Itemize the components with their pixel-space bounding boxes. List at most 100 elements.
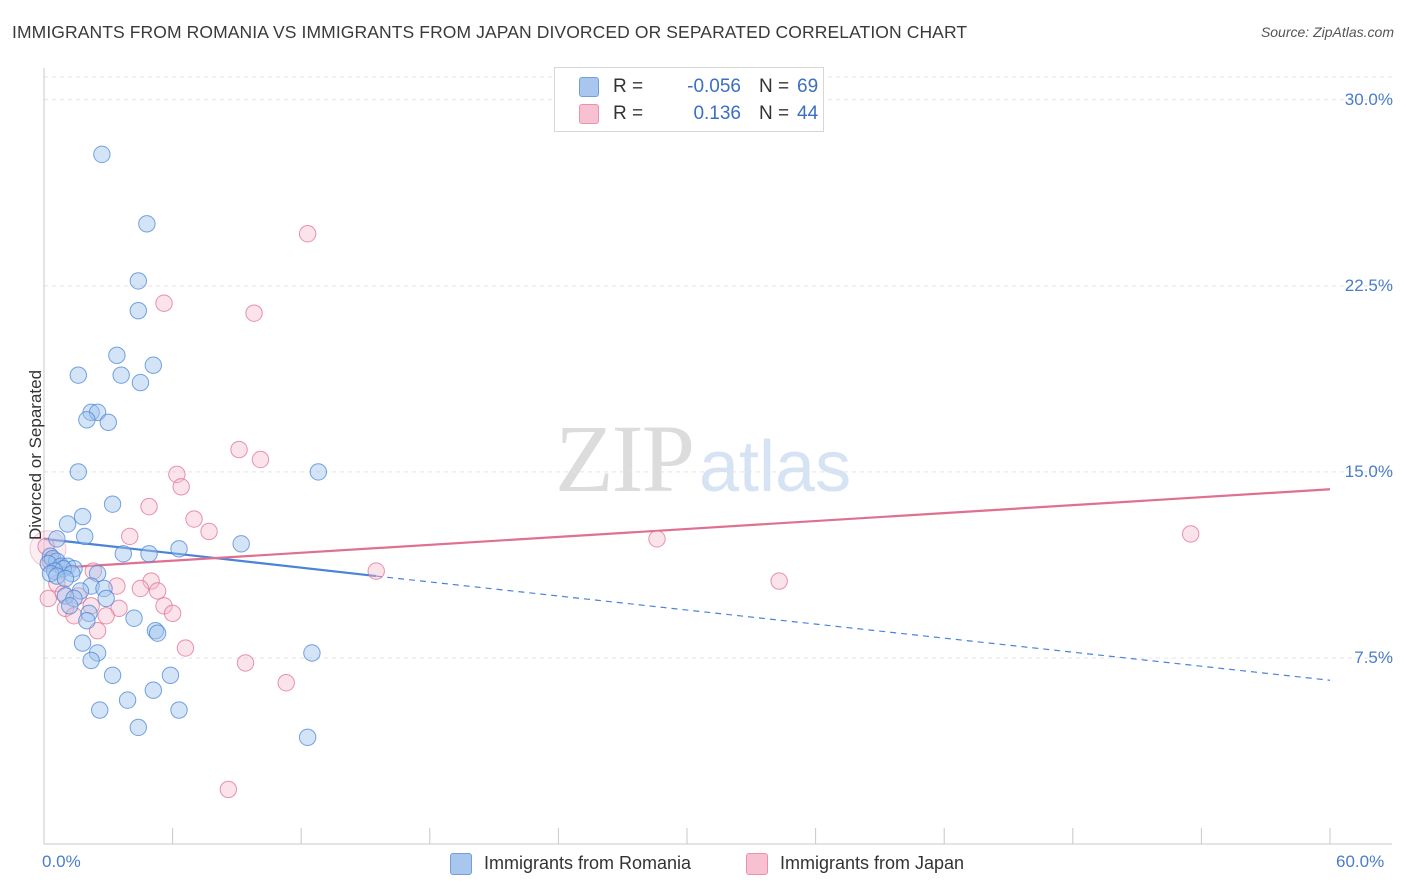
romania-point	[140, 545, 158, 563]
japan-point	[97, 607, 115, 625]
romania-point	[61, 597, 79, 615]
japan-point	[648, 530, 666, 548]
japan-trend-line	[43, 488, 1331, 570]
r-value: -0.056	[687, 76, 741, 97]
romania-point	[125, 609, 143, 627]
japan-point	[121, 527, 139, 546]
romania-point	[144, 356, 163, 374]
r-value: 0.136	[693, 103, 741, 124]
romania-point	[73, 507, 92, 526]
legend-label: Immigrants from Japan	[780, 853, 965, 873]
r-label: R =	[613, 76, 644, 97]
axis-layer	[43, 68, 1392, 845]
romania-point	[170, 540, 188, 558]
romania-point	[144, 681, 163, 699]
japan-point	[219, 780, 238, 799]
n-label: N =	[759, 103, 790, 124]
japan-point	[245, 304, 263, 322]
romania-point	[78, 411, 96, 429]
japan-point	[236, 654, 255, 672]
romania-point	[129, 718, 148, 737]
japan-swatch-icon	[579, 104, 599, 124]
japan-point	[185, 510, 203, 528]
japan-point	[770, 572, 788, 590]
y-tick-label: 15.0%	[1344, 461, 1393, 481]
grid-layer	[44, 76, 1392, 659]
romania-point	[148, 624, 167, 642]
romania-point	[73, 634, 92, 652]
y-tick-label: 22.5%	[1344, 275, 1393, 295]
romania-point	[131, 373, 150, 392]
japan-point	[176, 639, 195, 657]
romania-point	[88, 644, 107, 662]
y-tick-label: 30.0%	[1344, 89, 1393, 109]
romania-point	[76, 527, 94, 546]
trend-layer	[43, 488, 1331, 681]
romania-point	[298, 728, 317, 747]
romania-point	[97, 589, 115, 608]
romania-point	[114, 545, 133, 563]
japan-point	[277, 674, 295, 692]
romania-swatch-icon	[579, 77, 599, 97]
romania-point	[129, 272, 148, 290]
romania-point	[69, 463, 87, 481]
japan-point	[41, 552, 60, 570]
romania-point	[82, 577, 100, 595]
watermark-zip: ZIP	[555, 405, 695, 512]
japan-point	[65, 607, 83, 625]
romania-point	[103, 666, 122, 685]
r-label: R =	[613, 103, 644, 124]
romania-legend-swatch-icon	[450, 853, 472, 875]
romania-point	[78, 612, 96, 630]
romania-point	[58, 515, 77, 533]
romania-point	[161, 666, 180, 685]
romania-point	[112, 366, 130, 384]
romania-point	[146, 621, 165, 640]
japan-legend-swatch-icon	[746, 853, 768, 875]
romania-point	[138, 215, 156, 233]
romania-point	[129, 301, 148, 320]
n-label: N =	[759, 76, 790, 97]
correlation-legend: R = -0.056 N = 69 R = 0.136 N = 44	[554, 67, 824, 132]
romania-point	[56, 569, 75, 588]
chart-title: IMMIGRANTS FROM ROMANIA VS IMMIGRANTS FR…	[12, 22, 968, 42]
japan-point	[148, 582, 167, 600]
romania-point	[103, 495, 122, 513]
romania-point	[309, 463, 328, 481]
legend-label: Immigrants from Romania	[484, 853, 692, 873]
romania-point	[108, 346, 126, 365]
japan-point	[155, 294, 173, 312]
japan-point	[200, 522, 218, 541]
japan-point	[1181, 525, 1200, 543]
japan-point	[108, 577, 126, 595]
romania-point	[99, 413, 118, 431]
romania-point	[93, 145, 111, 164]
x-tick-label-min: 0.0%	[42, 852, 81, 871]
japan-point	[251, 450, 270, 469]
japan-point	[131, 579, 150, 598]
japan-point	[367, 562, 385, 580]
y-axis-title: Divorced or Separated	[26, 369, 45, 541]
romania-point	[69, 366, 87, 384]
romania-point	[48, 530, 66, 548]
romania-point	[118, 691, 137, 709]
japan-point	[298, 225, 317, 243]
japan-point	[230, 440, 248, 459]
romania-point	[91, 701, 109, 719]
points-layer	[29, 145, 1200, 799]
japan-point	[88, 621, 107, 640]
japan-point	[110, 599, 128, 618]
japan-point	[140, 497, 158, 516]
y-tick-label: 7.5%	[1354, 647, 1393, 667]
japan-point	[163, 604, 182, 622]
romania-point	[170, 701, 188, 719]
n-value: 44	[797, 103, 819, 124]
source-credit: Source: ZipAtlas.com	[1260, 24, 1394, 40]
romania-point	[303, 644, 321, 662]
x-tick-label-max: 60.0%	[1336, 852, 1385, 871]
romania-point	[82, 651, 100, 670]
n-value: 69	[797, 76, 819, 97]
watermark: ZIPatlas	[555, 403, 851, 514]
series-legend: Immigrants from Romania Immigrants from …	[0, 852, 1406, 878]
